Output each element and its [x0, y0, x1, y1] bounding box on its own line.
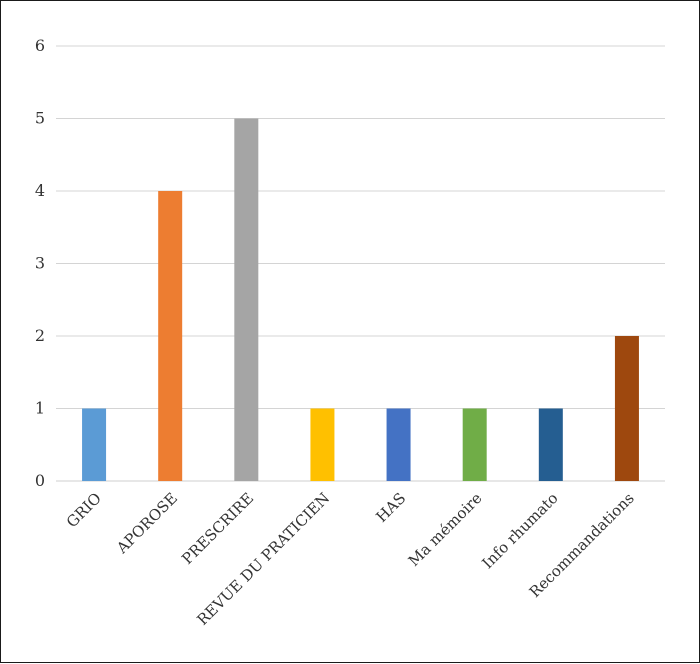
x-category-label: Info rhumato [478, 489, 561, 572]
bar [462, 408, 487, 481]
bar [158, 191, 183, 481]
bars [82, 118, 639, 481]
y-tick-label: 5 [35, 109, 45, 128]
x-category-label: PRESCRIRE [178, 489, 257, 568]
y-tick-label: 4 [35, 181, 45, 200]
bar [538, 408, 563, 481]
y-tick-label: 0 [35, 471, 45, 490]
x-category-label: Ma mémoire [405, 489, 486, 570]
y-tick-label: 1 [35, 399, 45, 418]
y-tick-label: 2 [35, 326, 45, 345]
x-category-label: REVUE DU PRATICIEN [193, 489, 333, 629]
y-tick-label: 3 [35, 254, 45, 273]
gridlines [56, 45, 665, 482]
x-category-label: APOROSE [112, 489, 181, 558]
bar [614, 336, 639, 481]
bar [310, 408, 335, 481]
bar [82, 408, 107, 481]
bar [234, 118, 259, 481]
x-category-label: GRIO [63, 489, 105, 531]
y-tick-label: 6 [35, 36, 45, 55]
y-axis-tick-labels: 0 1 2 3 4 5 6 [35, 36, 45, 490]
bar [386, 408, 411, 481]
x-category-label: HAS [372, 489, 409, 526]
